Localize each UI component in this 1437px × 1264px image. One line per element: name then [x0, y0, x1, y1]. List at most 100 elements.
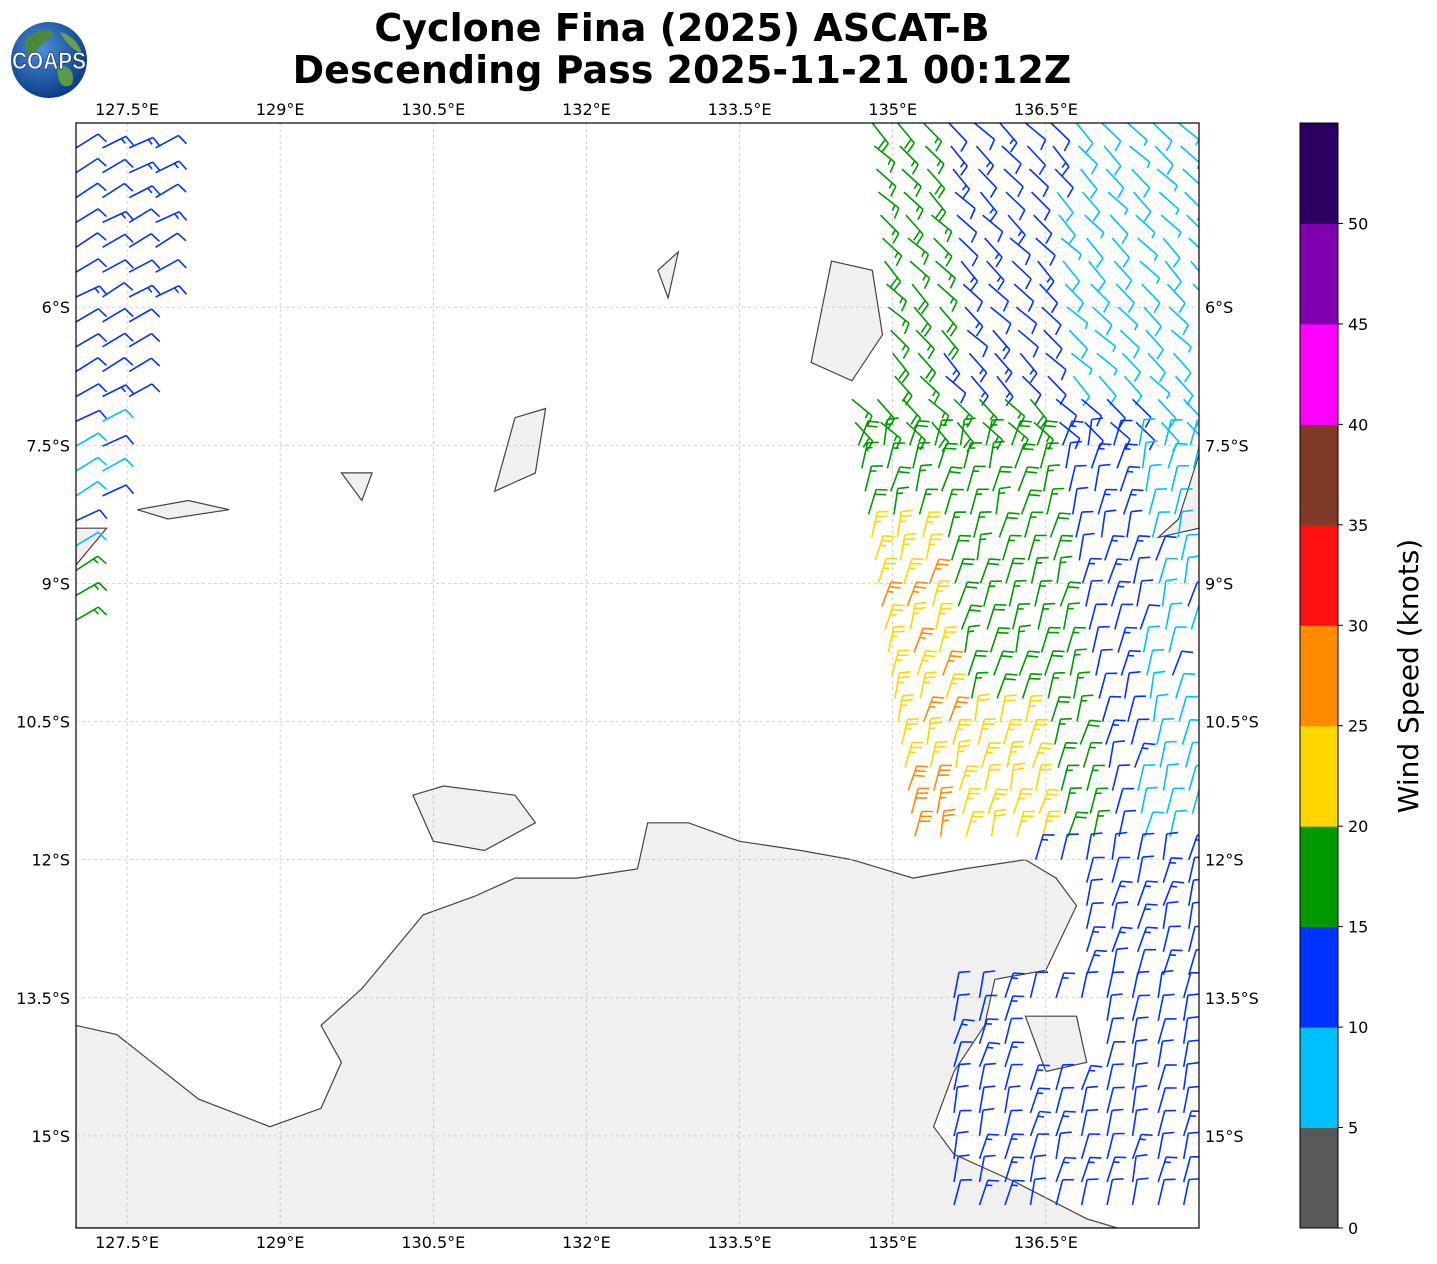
wind-barb [1152, 123, 1173, 152]
colorbar-bin [1300, 625, 1338, 727]
wind-barb [1111, 947, 1129, 975]
wind-barb [1104, 535, 1125, 561]
wind-barb [913, 306, 932, 337]
wind-barb [76, 285, 108, 298]
wind-barb [1017, 466, 1039, 492]
wind-barb [102, 210, 135, 224]
wind-barb [937, 442, 958, 469]
wind-barb [1156, 718, 1175, 745]
wind-barb [155, 210, 188, 224]
wind-barb [879, 214, 900, 244]
wind-barb [978, 1018, 999, 1045]
wind-barb [1043, 329, 1063, 360]
wind-barb [1157, 993, 1175, 1021]
wind-barb [1157, 1039, 1174, 1068]
wind-barb [1131, 1062, 1148, 1091]
wind-barb [76, 208, 108, 224]
wind-barb [964, 306, 984, 337]
wind-barb [1057, 742, 1078, 768]
wind-barb [1190, 604, 1199, 630]
lat-tick-label-left: 12°S [31, 851, 70, 870]
wind-barb [1003, 168, 1024, 198]
wind-barb [993, 650, 1015, 676]
wind-barb [899, 145, 919, 175]
wind-barb [1004, 972, 1025, 999]
wind-barb [922, 511, 941, 538]
wind-barb [1071, 486, 1089, 515]
wind-barb [937, 283, 958, 312]
wind-barb [76, 606, 108, 621]
wind-barb [1111, 237, 1131, 268]
wind-barb [1162, 831, 1179, 860]
wind-barb [1087, 417, 1104, 446]
wind-barb [877, 557, 898, 584]
wind-barb [874, 535, 895, 561]
wind-barb [1009, 237, 1031, 266]
wind-barb [916, 650, 938, 676]
wind-barb [1066, 626, 1086, 653]
wind-barb [1131, 970, 1150, 998]
wind-barb [988, 440, 1005, 469]
wind-barb [1170, 464, 1189, 492]
wind-barb [1035, 237, 1056, 266]
wind-barb [1050, 696, 1071, 722]
lat-tick-label-left: 7.5°S [26, 436, 70, 455]
wind-barb [1190, 260, 1199, 273]
wind-barb [1154, 145, 1174, 176]
wind-barb [1036, 420, 1058, 446]
wind-barb [1041, 810, 1061, 837]
wind-barb [939, 306, 958, 337]
wind-barb [1113, 419, 1133, 446]
wind-barb [1046, 487, 1065, 515]
wind-barb [965, 810, 985, 837]
wind-barb [999, 123, 1018, 153]
wind-barb [1137, 237, 1159, 262]
lon-tick-label-top: 132°E [562, 100, 611, 119]
colorbar-bin [1300, 1027, 1338, 1129]
wind-barb [1055, 1178, 1075, 1206]
wind-barb [1089, 787, 1109, 814]
wind-barb [1108, 740, 1125, 768]
wind-barb [76, 357, 107, 373]
wind-barb [1079, 168, 1098, 199]
wind-barb [903, 191, 924, 221]
lon-tick-label-top: 135°E [868, 100, 917, 119]
wind-barb [1006, 740, 1025, 768]
wind-barb [922, 123, 943, 152]
wind-barbs [76, 123, 1199, 1206]
wind-barb [128, 308, 161, 323]
groote-eylandt [1024, 1015, 1088, 1073]
colorbar-bin [1300, 424, 1338, 526]
wind-barb [1161, 578, 1178, 607]
wind-barb [1188, 949, 1199, 976]
wind-barb [1039, 442, 1059, 469]
wind-barb [1011, 260, 1032, 290]
wind-barb [1111, 926, 1133, 953]
wind-barb [1162, 763, 1180, 791]
wind-barb [978, 994, 998, 1021]
lat-tick-label-right: 6°S [1205, 298, 1233, 317]
wind-barb [1061, 420, 1084, 446]
wind-barb [1106, 1086, 1125, 1114]
wind-barb [899, 532, 917, 561]
colorbar-tick-label: 15 [1348, 918, 1368, 937]
wind-barb [1085, 579, 1103, 607]
wind-barb [1029, 1154, 1047, 1183]
wind-barb [887, 625, 906, 653]
wind-barb [1157, 1109, 1177, 1137]
wind-barb [1182, 1131, 1199, 1160]
colorbar-tick-label: 5 [1348, 1119, 1358, 1138]
wind-barb [979, 191, 998, 222]
lon-tick-label-bottom: 136.5°E [1014, 1233, 1078, 1252]
wind-barb [890, 329, 910, 359]
wind-barb [954, 191, 976, 220]
wind-barb [957, 581, 979, 607]
wind-barb [155, 123, 158, 124]
lon-tick-label-bottom: 135°E [868, 1233, 917, 1252]
wind-barb [1164, 419, 1183, 446]
wind-barb [1097, 488, 1118, 515]
wind-barb [877, 191, 900, 219]
wind-barb [76, 555, 107, 572]
wind-barb [1149, 375, 1171, 400]
